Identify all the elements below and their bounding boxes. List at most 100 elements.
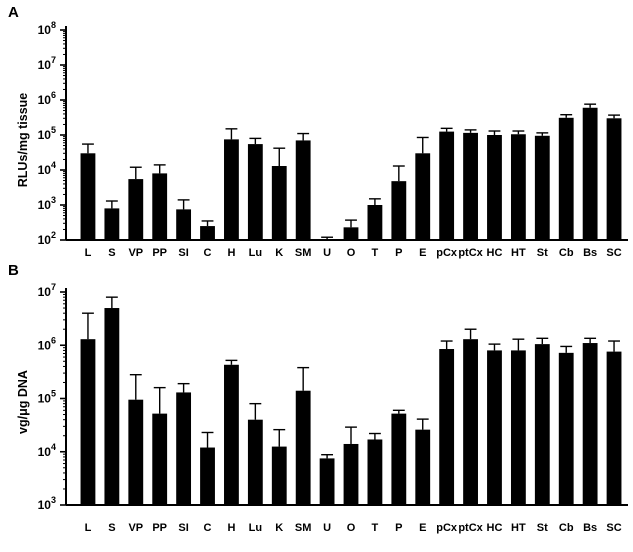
panel-a-bar-SC [606, 118, 622, 240]
panel-b-category-label: U [323, 522, 331, 534]
panel-a-category-label: H [227, 247, 235, 259]
panel-b-category-label: E [419, 522, 426, 534]
panel-b-y-tick-label: 104 [38, 442, 56, 459]
panel-b-category-label: T [372, 522, 379, 534]
panel-a-bar-H [224, 139, 239, 240]
panel-b-category-label: Lu [249, 522, 262, 534]
tick-base: 10 [38, 58, 52, 72]
panel-a-category-label: O [347, 247, 356, 259]
panel-a-category-label: Bs [583, 247, 597, 259]
panel-b-category-label: Bs [583, 522, 597, 534]
panel-b-bar-K [271, 446, 287, 505]
panel-b-bar-Lu [247, 419, 263, 505]
panel-b-bar-St [534, 344, 550, 505]
panel-a-bar-ptCx [463, 132, 478, 240]
panel-a-bar-SI [176, 209, 192, 240]
panel-a-y-tick-label: 108 [38, 20, 56, 37]
panel-b-category-label: St [537, 522, 548, 534]
panel-b-category-label: SI [178, 522, 188, 534]
tick-base: 10 [38, 128, 52, 142]
panel-b-category-label: Cb [559, 522, 574, 534]
panel-a-category-label: C [204, 247, 212, 259]
panel-a-bar-O [343, 227, 359, 240]
tick-exponent: 4 [51, 160, 56, 170]
panel-b-y-tick-label: 103 [38, 495, 56, 512]
panel-b-category-label: HC [487, 522, 503, 534]
panel-a-bars [80, 107, 622, 241]
panel-b-category-label: HT [511, 522, 526, 534]
panel-b-bar-Bs [582, 343, 598, 505]
panel-a-bar-SM [295, 140, 311, 240]
panel-b-bar-HC [487, 350, 502, 505]
tick-base: 10 [38, 392, 52, 406]
panel-a-category-label: SI [178, 247, 188, 259]
panel-b-category-label: SM [295, 522, 312, 534]
panel-a-category-label: SC [606, 247, 621, 259]
panel-b-y-axis-title: vg/μg DNA [16, 370, 30, 434]
panel-b-bar-E [415, 429, 431, 505]
tick-exponent: 3 [51, 495, 56, 505]
panel-a-bar-HT [510, 134, 526, 240]
panel-b-category-label: pCx [436, 522, 458, 534]
panel-a-category-label: HC [487, 247, 503, 259]
panel-b-y-tick-label: 105 [38, 389, 56, 406]
panel-a-bar-Lu [247, 144, 263, 240]
panel-a-y-tick-label: 107 [38, 55, 56, 72]
tick-base: 10 [38, 445, 52, 459]
panel-b-bar-VP [128, 399, 144, 505]
tick-base: 10 [38, 285, 52, 299]
panel-b-category-label: ptCx [458, 522, 483, 534]
panel-a-category-label: HT [511, 247, 526, 259]
panel-a-y-tick-label: 106 [38, 90, 56, 107]
panel-a-category-label: Lu [249, 247, 262, 259]
tick-exponent: 4 [51, 442, 56, 452]
panel-b-bar-H [224, 364, 239, 505]
panel-a-category-label: L [85, 247, 92, 259]
panel-a-y-tick-label: 103 [38, 195, 56, 212]
panel-b-bar-SM [295, 390, 311, 505]
panel-b-y-tick-label: 106 [38, 335, 56, 352]
panel-a-bar-K [271, 166, 287, 240]
panel-a-y-axis-title: RLUs/mg tissue [16, 93, 30, 188]
panel-b-category-label: S [108, 522, 115, 534]
panel-b-bar-O [343, 443, 359, 505]
panel-a-category-label: S [108, 247, 115, 259]
panel-a-category-label: P [395, 247, 402, 259]
panel-b-bar-SC [606, 351, 622, 505]
panel-a-bar-HC [487, 135, 502, 240]
panel-a-category-label: T [372, 247, 379, 259]
tick-base: 10 [38, 93, 52, 107]
panel-b-bar-PP [152, 413, 168, 505]
panel-a-category-label: Cb [559, 247, 574, 259]
panel-a-category-label: pCx [436, 247, 458, 259]
tick-exponent: 3 [51, 195, 56, 205]
tick-base: 10 [38, 498, 52, 512]
panel-b-category-label: VP [128, 522, 143, 534]
tick-exponent: 8 [51, 20, 56, 30]
panel-b-category-label: SC [606, 522, 621, 534]
panel-a-bar-P [391, 181, 407, 240]
panel-b-bar-L [80, 339, 96, 505]
panel-b-category-label: P [395, 522, 402, 534]
panel-a-category-label: K [275, 247, 283, 259]
panel-b-bar-U [319, 458, 335, 505]
tick-exponent: 5 [51, 125, 56, 135]
panel-b-bar-P [391, 413, 407, 505]
panel-b-bar-pCx [439, 349, 455, 505]
panel-b-category-label: H [227, 522, 235, 534]
panel-b-bar-C [200, 447, 215, 505]
panel-a-bar-C [200, 226, 215, 240]
panel-b-category-label: L [85, 522, 92, 534]
panel-a-axes [65, 26, 628, 241]
panel-a-category-label: VP [128, 247, 143, 259]
panel-a-bar-L [80, 153, 96, 240]
panel-b-letter: B [8, 262, 19, 279]
panel-b-category-label: K [275, 522, 283, 534]
panel-b-axes [65, 288, 628, 506]
tick-base: 10 [38, 198, 52, 212]
tick-exponent: 6 [51, 90, 56, 100]
